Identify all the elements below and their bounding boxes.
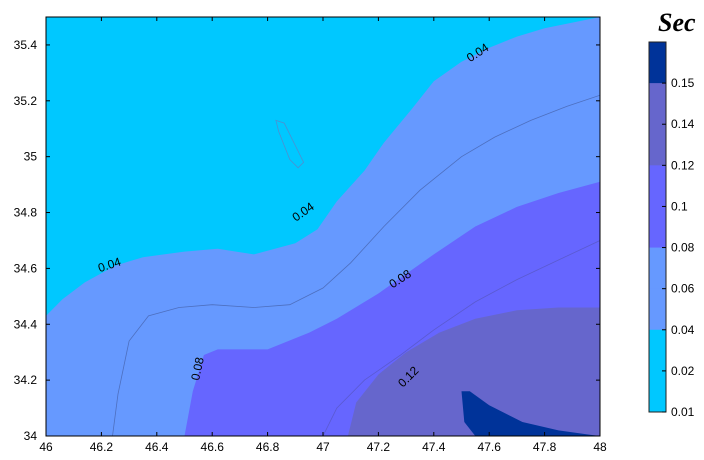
colorbar-segment [649, 124, 666, 166]
contour-label-4: 0.08 [188, 356, 207, 382]
x-tick-label: 46.2 [90, 440, 114, 454]
contour-label-0: 0.04 [96, 254, 123, 275]
colorbar-segment [649, 165, 666, 207]
x-tick-label: 47.6 [478, 440, 502, 454]
x-axis: 46 46.2 46.4 46.6 46.8 47 47.2 47.4 47.6 47.8 48 [39, 17, 607, 454]
colorbar-tick-label: 0.14 [671, 117, 695, 131]
y-tick-label: 35.4 [14, 38, 38, 52]
colorbar-tick-label: 0.08 [671, 241, 695, 255]
x-tick-label: 46.8 [256, 440, 280, 454]
y-tick-label: 35 [24, 150, 38, 164]
contour-line-0 [112, 94, 600, 436]
colorbar-tick-label: 0.06 [671, 282, 695, 296]
x-tick-label: 46.6 [201, 440, 225, 454]
colorbar: 0.15 0.14 0.12 0.1 0.08 0.06 0.04 0.02 0.01 [648, 41, 695, 419]
colorbar-segment [649, 247, 666, 290]
x-tick-label: 47 [316, 440, 330, 454]
colorbar-segment [649, 370, 666, 413]
x-tick-label: 47.2 [367, 440, 391, 454]
colorbar-unit-label: Sec [658, 8, 696, 37]
colorbar-tick-label: 0.04 [671, 323, 695, 337]
colorbar-segment [649, 206, 666, 249]
colorbar-tick-label: 0.01 [671, 405, 695, 419]
contour-fills [46, 17, 600, 436]
y-tick-label: 34.2 [14, 373, 38, 387]
colorbar-frame [648, 41, 667, 413]
x-tick-label: 48 [593, 440, 607, 454]
contour-line-1 [322, 240, 600, 436]
y-tick-label: 34 [24, 429, 38, 443]
x-tick-label: 46.4 [145, 440, 169, 454]
contour-lines [112, 94, 600, 436]
colorbar-segment [649, 288, 666, 331]
colorbar-tick-label: 0.15 [671, 76, 695, 90]
x-tick-label: 47.4 [422, 440, 446, 454]
colorbar-segment [649, 83, 666, 125]
colorbar-segment [649, 329, 666, 372]
contour-band-3 [347, 307, 600, 436]
colorbar-tick-label: 0.02 [671, 364, 695, 378]
colorbar-tick-label: 0.12 [671, 158, 695, 172]
y-axis: 34 34.2 34.4 34.6 34.8 35 35.2 35.4 [14, 38, 600, 443]
colorbar-segment [649, 42, 666, 84]
x-tick-label: 47.8 [533, 440, 557, 454]
colorbar-tick-label: 0.1 [671, 199, 688, 213]
contour-line-2 [275, 119, 305, 169]
x-tick-label: 46 [39, 440, 53, 454]
y-tick-label: 34.4 [14, 317, 38, 331]
y-tick-label: 35.2 [14, 94, 38, 108]
y-tick-label: 34.6 [14, 261, 38, 275]
y-tick-label: 34.8 [14, 206, 38, 220]
contour-band-4 [461, 391, 600, 436]
